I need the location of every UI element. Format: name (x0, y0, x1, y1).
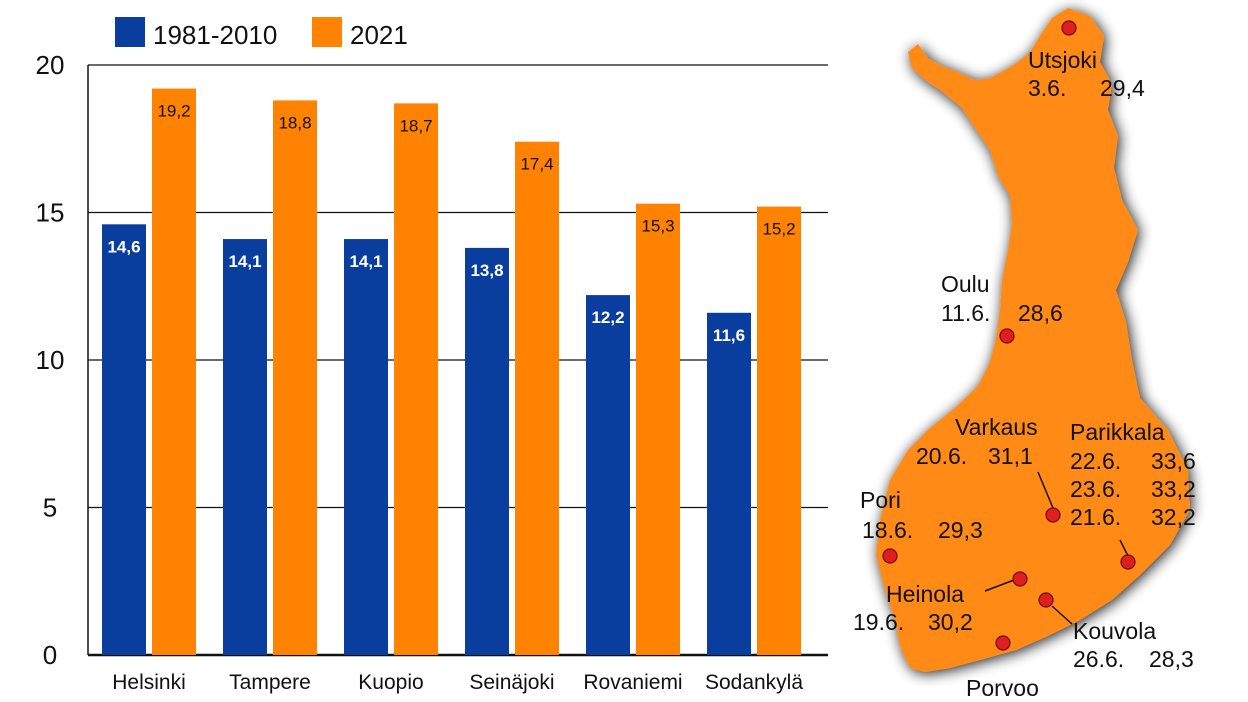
city-marker (1012, 571, 1028, 587)
bar (707, 312, 751, 655)
leader-line (984, 579, 1015, 592)
leader-line (1051, 605, 1073, 625)
finland-outline (876, 8, 1190, 672)
bar (636, 203, 680, 655)
bar-value-label: 14,6 (107, 237, 140, 256)
city-value: 31,1 (988, 443, 1033, 469)
city-value: 22.6. (1070, 448, 1121, 474)
city-value: 11.6. (941, 300, 990, 326)
category-label: Rovaniemi (583, 671, 682, 694)
legend-label-1: 2021 (350, 20, 408, 50)
y-tick-label: 20 (36, 50, 65, 80)
bar-value-label: 13,8 (470, 261, 503, 280)
bar-value-label: 18,8 (278, 113, 311, 132)
city-marker (1038, 592, 1054, 608)
city-name: Parikkala (1070, 419, 1165, 445)
leader-line (1119, 539, 1129, 557)
category-label: Helsinki (112, 671, 186, 694)
city-value: 32,2 (1151, 504, 1196, 530)
bar-value-label: 12,2 (591, 308, 624, 327)
bar (757, 206, 801, 655)
city-value: 3.6. (1028, 75, 1066, 101)
city-marker (1120, 554, 1136, 570)
city-value: 28,3 (1149, 646, 1194, 672)
city-value: 20.6. (916, 443, 967, 469)
bar (465, 247, 509, 655)
city-marker (1045, 507, 1061, 523)
bar (152, 88, 196, 656)
city-value: 19.6. (853, 609, 904, 635)
city-value: 29,4 (1100, 75, 1145, 101)
bar (394, 103, 438, 656)
city-value: 18.6. (862, 517, 913, 543)
category-label: Sodankylä (705, 671, 803, 694)
bar (273, 100, 317, 655)
legend-swatch-1 (312, 17, 342, 47)
bar-value-label: 15,3 (641, 217, 674, 236)
city-value: 30,2 (928, 609, 973, 635)
city-marker (995, 635, 1011, 651)
bar (223, 239, 267, 656)
legend-swatch-0 (115, 17, 145, 47)
bar (344, 239, 388, 656)
leader-line (1037, 471, 1054, 509)
y-tick-label: 0 (43, 640, 57, 670)
bar-value-label: 14,1 (228, 252, 261, 271)
city-name: Varkaus (955, 414, 1038, 440)
city-name: Porvoo (966, 675, 1039, 701)
city-name: Kouvola (1073, 618, 1156, 644)
category-label: Tampere (229, 671, 311, 694)
category-label: Seinäjoki (469, 671, 554, 694)
city-value: 26.6. (1073, 646, 1124, 672)
y-tick-label: 15 (36, 198, 65, 228)
bar (586, 295, 630, 655)
city-name: Utsjoki (1028, 47, 1097, 73)
city-value: 23.6. (1070, 476, 1121, 502)
legend-label-0: 1981-2010 (153, 20, 277, 50)
city-value: 29,3 (938, 517, 983, 543)
y-tick-label: 10 (36, 345, 65, 375)
bar-value-label: 18,7 (399, 116, 432, 135)
city-value: 33,6 (1151, 448, 1196, 474)
y-tick-label: 5 (43, 493, 57, 523)
city-name: Oulu (941, 271, 990, 297)
city-marker (882, 548, 898, 564)
bar-chart: 1981-2010 2021 0 5 10 15 20 14,6 19,2 Helsinki 14,… (36, 17, 828, 694)
city-value: 21.6. (1070, 504, 1121, 530)
category-label: Kuopio (358, 671, 423, 694)
bar-value-label: 14,1 (349, 252, 382, 271)
bar-value-label: 15,2 (762, 220, 795, 239)
bar-value-label: 17,4 (520, 155, 553, 174)
city-name: Heinola (886, 581, 964, 607)
bar-value-label: 11,6 (713, 326, 745, 345)
bar (102, 224, 146, 656)
city-value: 33,2 (1151, 476, 1196, 502)
city-marker (999, 328, 1015, 344)
city-value: 28,6 (1018, 300, 1063, 326)
city-name: Pori (860, 487, 901, 513)
city-marker (1061, 20, 1077, 36)
bar-value-label: 19,2 (157, 102, 190, 121)
bar (515, 141, 559, 655)
